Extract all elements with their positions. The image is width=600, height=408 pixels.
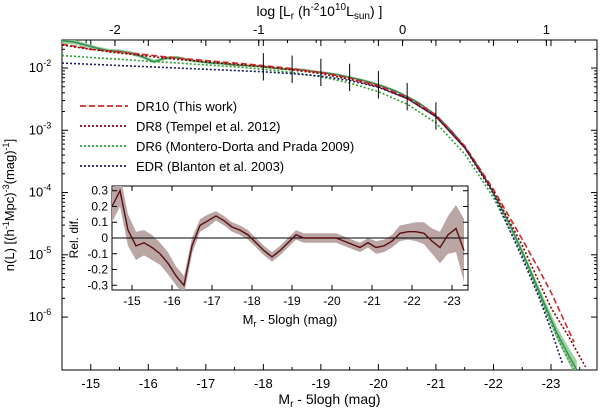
inset-y-tick-label: -0.1 [87, 247, 108, 261]
x-axis-label: Mr - 5logh (mag) [278, 391, 380, 408]
inset-x-tick-label: -21 [363, 294, 381, 308]
legend-label-0: DR10 (This work) [136, 99, 237, 114]
inset-x-tick-label: -22 [403, 294, 421, 308]
legend-label-3: EDR (Blanton et al. 2003) [136, 159, 284, 174]
main-series-group [62, 40, 587, 370]
inset-x-tick-label: -19 [283, 294, 301, 308]
x-tick-label: -23 [542, 376, 561, 391]
top-tick-label: -2 [109, 22, 121, 37]
inset-y-axis-label: Rel. dif. [67, 218, 81, 259]
inset-x-tick-label: -18 [243, 294, 261, 308]
inset-x-tick-label: -17 [203, 294, 221, 308]
inset-x-tick-label: -15 [123, 294, 141, 308]
legend-label-1: DR8 (Tempel et al. 2012) [136, 119, 281, 134]
inset-x-tick-label: -16 [163, 294, 181, 308]
x-tick-label: -22 [484, 376, 503, 391]
inset-x-axis-label: Mr - 5logh (mag) [243, 312, 338, 329]
top-axis-label: log [Lr (h-21010Lsun) ] [257, 2, 383, 22]
y-tick-label: 10-5 [29, 245, 51, 262]
x-tick-label: -19 [311, 376, 330, 391]
inset-y-tick-label: -0.3 [87, 278, 108, 292]
legend-label-2: DR6 (Montero-Dorta and Prada 2009) [136, 139, 354, 154]
x-tick-label: -15 [81, 376, 100, 391]
top-tick-label: 1 [543, 22, 550, 37]
y-tick-label: 10-2 [29, 58, 51, 75]
inset-y-tick-label: 0.2 [91, 199, 108, 213]
inset-plot-area: 0.30.2 0.1 0 -0.1 -0.2-0.3 -15 -16 -17 -18 -19 -20… [67, 184, 469, 329]
inset-x-tick-label: -23 [443, 294, 461, 308]
inset-y-tick-label: -0.2 [87, 263, 108, 277]
x-tick-label: -18 [254, 376, 273, 391]
inset-line [112, 188, 465, 287]
series-line-2 [62, 54, 575, 370]
y-tick-label: 10-4 [29, 183, 51, 200]
inset-y-tick-label: 0.1 [91, 215, 108, 229]
inset-y-tick-label: 0.3 [91, 184, 108, 198]
x-tick-label: -16 [139, 376, 158, 391]
series-line-3 [62, 62, 564, 365]
main-plot-frame [61, 39, 598, 371]
inset-y-tick-label: 0 [101, 231, 108, 245]
main-plot-area: -15 -16 -17 -18 -19 -20 -21 -22 -23 -2 -1 0 1 10-6 10-… [29, 22, 598, 391]
x-tick-label: -17 [196, 376, 215, 391]
y-tick-label: 10-6 [29, 307, 51, 324]
top-tick-label: -1 [253, 22, 265, 37]
y-tick-label: 10-3 [29, 120, 51, 137]
x-tick-label: -21 [427, 376, 446, 391]
y-axis-label: n(L) [(h-1Mpc)-3(mag)-1] [1, 139, 17, 271]
series-line-0 [62, 43, 575, 343]
top-tick-label: 0 [399, 22, 406, 37]
x-tick-label: -20 [369, 376, 388, 391]
legend: DR10 (This work) DR8 (Tempel et al. 2012)… [80, 99, 354, 174]
inset-series-group [112, 186, 468, 290]
inset-x-tick-label: -20 [323, 294, 341, 308]
